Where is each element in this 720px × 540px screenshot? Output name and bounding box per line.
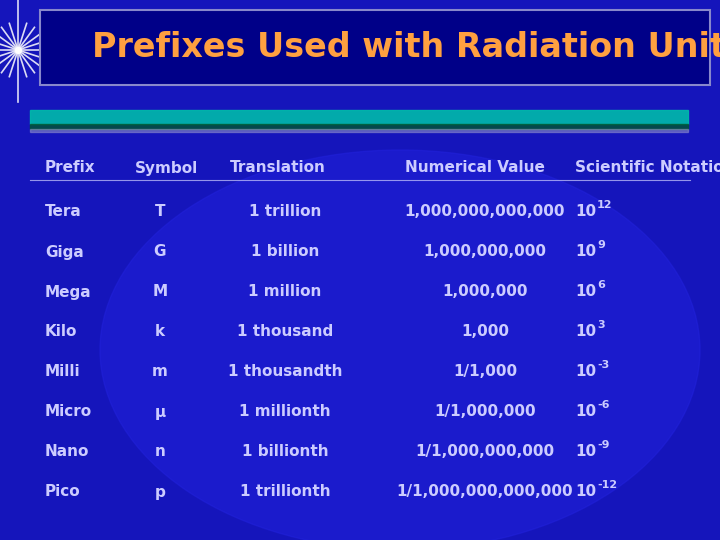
Text: 1/1,000: 1/1,000 <box>453 364 517 380</box>
Text: 9: 9 <box>597 240 605 250</box>
Text: Micro: Micro <box>45 404 92 420</box>
Text: 10: 10 <box>575 484 596 500</box>
Text: Nano: Nano <box>45 444 89 460</box>
Text: 10: 10 <box>575 245 596 260</box>
Text: Pico: Pico <box>45 484 81 500</box>
Text: M: M <box>153 285 168 300</box>
Text: 10: 10 <box>575 205 596 219</box>
Bar <box>30 110 688 124</box>
Text: 1,000,000: 1,000,000 <box>442 285 528 300</box>
Text: p: p <box>155 484 166 500</box>
Text: 1 thousand: 1 thousand <box>237 325 333 340</box>
Text: 1 billionth: 1 billionth <box>242 444 328 460</box>
Bar <box>30 129 688 132</box>
Text: Tera: Tera <box>45 205 82 219</box>
Text: Mega: Mega <box>45 285 91 300</box>
Text: 10: 10 <box>575 364 596 380</box>
Text: -9: -9 <box>597 440 610 450</box>
Text: Kilo: Kilo <box>45 325 77 340</box>
Text: 6: 6 <box>597 280 605 290</box>
Text: n: n <box>155 444 166 460</box>
Text: 1 thousandth: 1 thousandth <box>228 364 342 380</box>
Text: -3: -3 <box>597 360 609 370</box>
Ellipse shape <box>100 150 700 540</box>
Text: 10: 10 <box>575 404 596 420</box>
Text: 3: 3 <box>597 320 605 330</box>
Text: μ: μ <box>154 404 166 420</box>
Bar <box>40 10 710 85</box>
Text: Numerical Value: Numerical Value <box>405 160 545 176</box>
Text: 1 billion: 1 billion <box>251 245 319 260</box>
Text: 1 millionth: 1 millionth <box>239 404 330 420</box>
Text: 1/1,000,000,000: 1/1,000,000,000 <box>415 444 554 460</box>
Text: 1/1,000,000: 1/1,000,000 <box>434 404 536 420</box>
Text: Giga: Giga <box>45 245 84 260</box>
Text: 12: 12 <box>597 200 613 210</box>
Text: 1,000,000,000,000: 1,000,000,000,000 <box>405 205 565 219</box>
Text: -6: -6 <box>597 400 610 410</box>
Bar <box>30 124 688 129</box>
Text: Symbol: Symbol <box>135 160 198 176</box>
Text: T: T <box>155 205 166 219</box>
Text: G: G <box>154 245 166 260</box>
Text: Prefixes Used with Radiation Units: Prefixes Used with Radiation Units <box>92 31 720 64</box>
Text: Translation: Translation <box>230 160 326 176</box>
Text: 1,000,000,000: 1,000,000,000 <box>423 245 546 260</box>
Text: k: k <box>155 325 165 340</box>
Text: 10: 10 <box>575 444 596 460</box>
Text: Scientific Notation: Scientific Notation <box>575 160 720 176</box>
Text: 10: 10 <box>575 285 596 300</box>
Text: 1,000: 1,000 <box>461 325 509 340</box>
Text: Prefix: Prefix <box>45 160 96 176</box>
Text: Milli: Milli <box>45 364 81 380</box>
Text: 1/1,000,000,000,000: 1/1,000,000,000,000 <box>397 484 573 500</box>
Text: 1 trillion: 1 trillion <box>249 205 321 219</box>
Text: 1 million: 1 million <box>248 285 322 300</box>
Text: 10: 10 <box>575 325 596 340</box>
Text: m: m <box>152 364 168 380</box>
Text: -12: -12 <box>597 480 617 490</box>
Text: 1 trillionth: 1 trillionth <box>240 484 330 500</box>
